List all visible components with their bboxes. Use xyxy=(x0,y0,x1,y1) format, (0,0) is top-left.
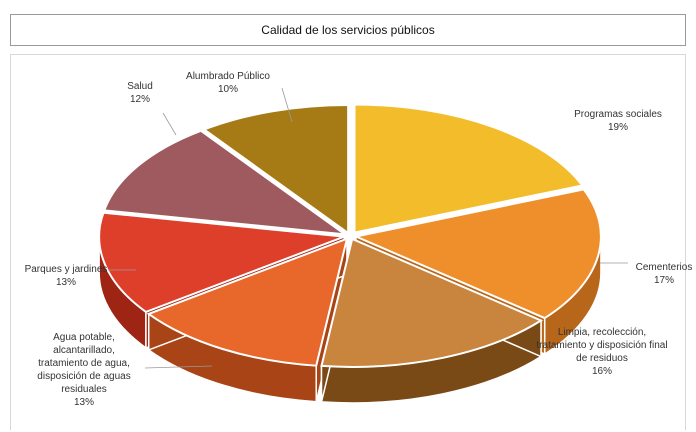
slice-label-7: Alumbrado Público 10% xyxy=(186,71,270,95)
pie-slice-7 xyxy=(202,104,350,235)
pie-slice-1 xyxy=(353,103,585,234)
leader-line xyxy=(162,112,177,136)
leader-line xyxy=(144,365,213,369)
pie-slice-3 xyxy=(320,237,544,368)
pie-slice-4 xyxy=(146,237,349,367)
slice-label-1: Programas sociales 19% xyxy=(574,109,662,133)
pie-slice-2 xyxy=(352,188,602,320)
chart-area xyxy=(10,54,686,430)
slice-label-5: Parques y jardines 13% xyxy=(25,264,108,288)
slice-label-2: Cementerios 17% xyxy=(636,262,693,286)
pie-slice-6 xyxy=(102,129,349,236)
pie-slice-5 xyxy=(98,211,345,314)
slice-label-6: Salud 12% xyxy=(127,81,153,105)
slice-label-4: Agua potable, alcantarillado, tratamiento … xyxy=(37,332,130,408)
chart-title: Calidad de los servicios públicos xyxy=(10,14,686,46)
leader-line xyxy=(281,87,293,123)
slice-label-3: Limpia, recolección, tratamiento y dispos… xyxy=(536,327,667,377)
